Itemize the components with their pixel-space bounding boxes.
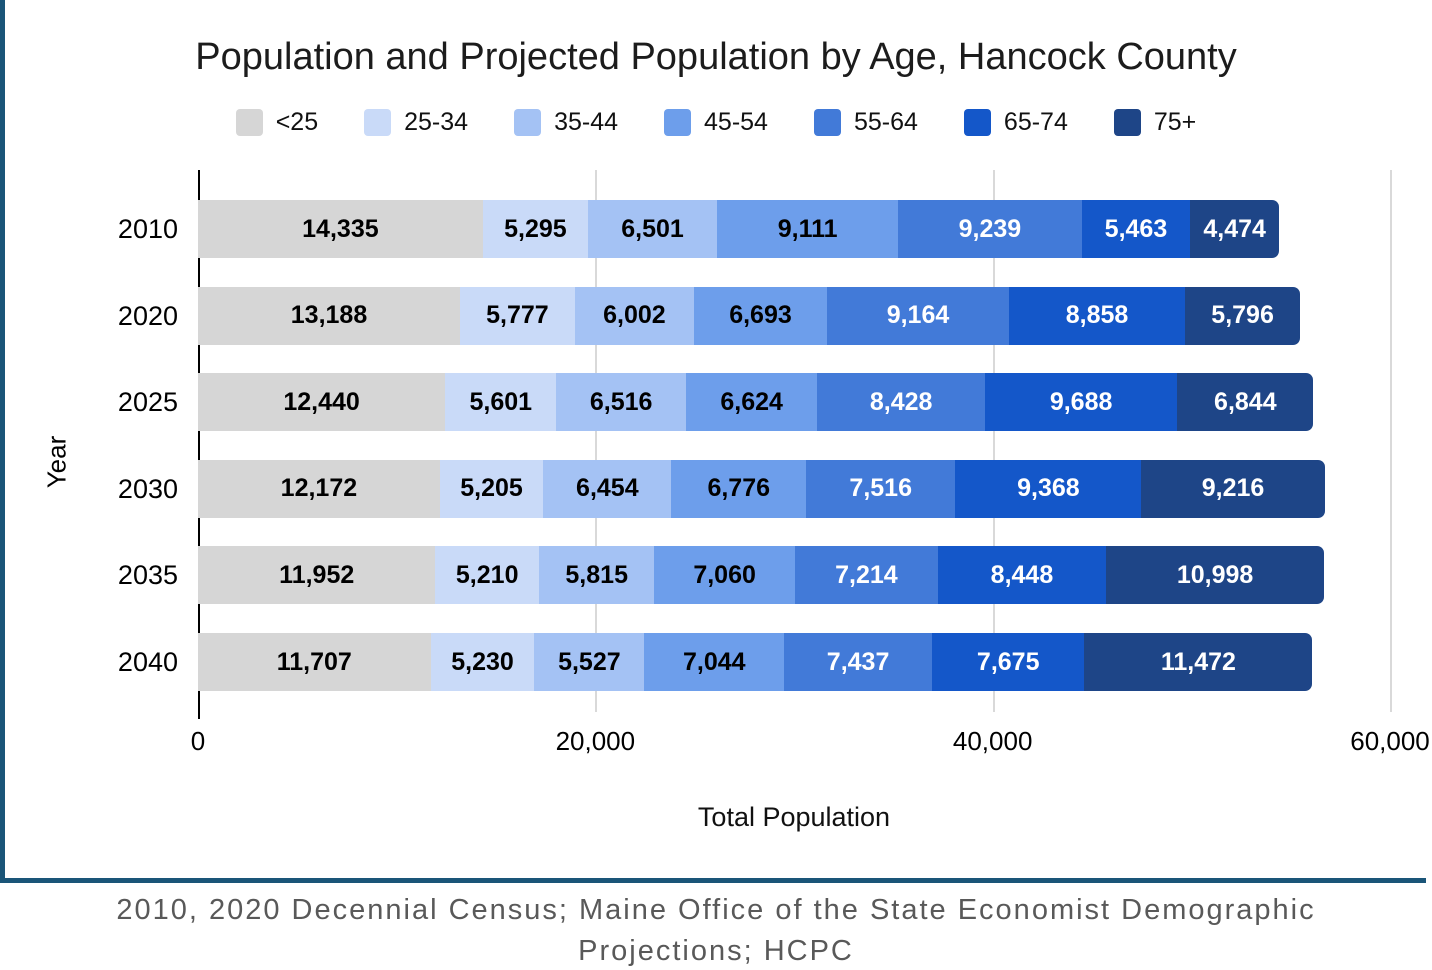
legend-swatch-icon bbox=[235, 109, 263, 136]
bar-segment-2030-75+: 9,216 bbox=[1141, 459, 1325, 518]
bar-segment-2030-65-74: 9,368 bbox=[955, 459, 1142, 518]
bar-row-2010: 2010 14,335 5,295 6,501 9,111 9,239 5,463 4,474 bbox=[118, 200, 1390, 258]
bar-segment-2020-25-34: 5,777 bbox=[460, 286, 575, 345]
bar-row-2030: 2030 12,172 5,205 6,454 6,776 7,516 9,368 9,216 bbox=[118, 459, 1390, 518]
legend-item-45-54: 45-54 bbox=[664, 108, 768, 137]
y-tick-label-2010: 2010 bbox=[117, 214, 178, 244]
legend-swatch-icon bbox=[813, 109, 841, 136]
bar-segment-2030-25-34: 5,205 bbox=[439, 459, 544, 518]
bar-segment-2010-75+: 4,474 bbox=[1190, 200, 1280, 258]
x-tick-label-40,000: 40,000 bbox=[952, 726, 1033, 756]
legend-label: 25-34 bbox=[404, 108, 469, 136]
bar-segment-2035-55-64: 7,214 bbox=[794, 546, 939, 605]
legend-swatch-icon bbox=[364, 109, 392, 136]
bar-segment-2020-75+: 5,796 bbox=[1185, 286, 1301, 345]
bar-segment-2040-<25: 11,707 bbox=[198, 633, 431, 691]
bar-segment-2030-<25: 12,172 bbox=[198, 459, 440, 518]
bar-segment-2020-65-74: 8,858 bbox=[1009, 286, 1185, 345]
source-note: 2010, 2020 Decennial Census; Maine Offic… bbox=[0, 890, 1432, 970]
bar-segment-2035-65-74: 8,448 bbox=[938, 546, 1106, 605]
legend-swatch-icon bbox=[963, 109, 991, 136]
x-tick-label-60,000: 60,000 bbox=[1350, 726, 1430, 756]
y-tick-label-2035: 2035 bbox=[117, 560, 178, 591]
x-tick-label-0: 0 bbox=[190, 726, 206, 756]
x-axis-title: Total Population bbox=[697, 802, 891, 832]
legend-label: <25 bbox=[275, 108, 319, 136]
bar-segment-2030-35-44: 6,454 bbox=[543, 459, 672, 518]
bar-segment-2030-45-54: 6,776 bbox=[671, 459, 807, 518]
bar-segment-2010-45-54: 9,111 bbox=[717, 200, 899, 258]
y-tick-label-2030: 2030 bbox=[117, 473, 178, 504]
bar-segment-2020-35-44: 6,002 bbox=[574, 286, 694, 345]
y-axis-line bbox=[198, 170, 200, 719]
legend-label: 35-44 bbox=[554, 108, 619, 136]
bar-segment-2020-<25: 13,188 bbox=[198, 286, 460, 345]
bar-segment-2035-45-54: 7,060 bbox=[654, 546, 795, 605]
bar-segment-2040-75+: 11,472 bbox=[1084, 633, 1313, 691]
bar-segment-2010-55-64: 9,239 bbox=[898, 200, 1082, 258]
legend-swatch-icon bbox=[664, 109, 692, 136]
y-tick-label-2020: 2020 bbox=[117, 300, 178, 331]
bar-row-2025: 2025 12,440 5,601 6,516 6,624 8,428 9,688 6,844 bbox=[118, 373, 1390, 432]
bar-segment-2025-<25: 12,440 bbox=[198, 373, 446, 432]
bar-segment-2010-25-34: 5,295 bbox=[482, 200, 588, 258]
bar-segment-2010-<25: 14,335 bbox=[198, 200, 483, 258]
bar-segment-2020-45-54: 6,693 bbox=[694, 286, 827, 345]
legend-item-35-44: 35-44 bbox=[514, 108, 618, 137]
legend-label: 45-54 bbox=[704, 108, 768, 136]
legend-item-25-34: 25-34 bbox=[364, 108, 468, 137]
legend-label: 75+ bbox=[1153, 108, 1197, 136]
bar-segment-2035-75+: 10,998 bbox=[1105, 546, 1325, 605]
bar-segment-2025-75+: 6,844 bbox=[1177, 373, 1314, 432]
bar-segment-2025-25-34: 5,601 bbox=[445, 373, 557, 432]
bar-row-2040: 2040 11,707 5,230 5,527 7,044 7,437 7,675 11,47… bbox=[118, 633, 1390, 691]
bar-segment-2035-25-34: 5,210 bbox=[435, 546, 539, 605]
accent-border-bottom bbox=[0, 878, 1426, 883]
legend-label: 55-64 bbox=[853, 108, 918, 136]
legend-swatch-icon bbox=[1113, 109, 1141, 136]
bar-segment-2010-35-44: 6,501 bbox=[587, 200, 718, 258]
bar-segment-2020-55-64: 9,164 bbox=[826, 286, 1010, 345]
source-note-line-1: 2010, 2020 Decennial Census; Maine Offic… bbox=[116, 894, 1316, 926]
x-tick-label-20,000: 20,000 bbox=[555, 726, 636, 756]
bar-segment-2030-55-64: 7,516 bbox=[806, 459, 956, 518]
gridline-40000 bbox=[992, 170, 995, 712]
legend: <25 25-34 35-44 45-54 55-64 65-74 75+ bbox=[0, 108, 1432, 137]
legend-item-65-74: 65-74 bbox=[963, 108, 1068, 137]
bar-row-2035: 2035 11,952 5,210 5,815 7,060 7,214 8,448 10,99… bbox=[118, 546, 1390, 605]
bar-segment-2040-55-64: 7,437 bbox=[784, 633, 932, 691]
bar-segment-2035-<25: 11,952 bbox=[198, 546, 436, 605]
legend-item-75+: 75+ bbox=[1113, 108, 1197, 137]
plot-area: 2010 14,335 5,295 6,501 9,111 9,239 5,463 4,474… bbox=[118, 170, 1392, 719]
bar-segment-2040-45-54: 7,044 bbox=[644, 633, 785, 691]
legend-item-55-64: 55-64 bbox=[813, 108, 918, 137]
accent-border-left bbox=[0, 0, 5, 883]
bar-segment-2035-35-44: 5,815 bbox=[538, 546, 655, 605]
source-note-line-2: Projections; HCPC bbox=[578, 935, 854, 967]
gridline-60000 bbox=[1390, 170, 1392, 712]
bar-segment-2025-65-74: 9,688 bbox=[984, 373, 1178, 432]
bar-segment-2025-35-44: 6,516 bbox=[556, 373, 686, 432]
chart-title: Population and Projected Population by A… bbox=[195, 36, 1237, 78]
x-tick-labels: 0 20,000 40,000 60,000 bbox=[191, 726, 1430, 762]
legend-item-<25: <25 bbox=[235, 108, 319, 137]
legend-label: 65-74 bbox=[1003, 108, 1068, 136]
y-tick-label-2025: 2025 bbox=[117, 387, 178, 418]
bar-segment-2040-65-74: 7,675 bbox=[931, 633, 1085, 691]
bar-segment-2025-55-64: 8,428 bbox=[817, 373, 985, 432]
bar-row-2020: 2020 13,188 5,777 6,002 6,693 9,164 8,858 5,796 bbox=[118, 286, 1390, 345]
bar-segment-2010-65-74: 5,463 bbox=[1081, 200, 1191, 258]
legend-swatch-icon bbox=[514, 109, 542, 136]
y-tick-label-2040: 2040 bbox=[117, 647, 178, 677]
bar-segment-2040-25-34: 5,230 bbox=[430, 633, 535, 691]
gridline-20000 bbox=[595, 170, 598, 712]
bar-segment-2025-45-54: 6,624 bbox=[685, 373, 818, 432]
bar-segment-2040-35-44: 5,527 bbox=[534, 633, 645, 691]
